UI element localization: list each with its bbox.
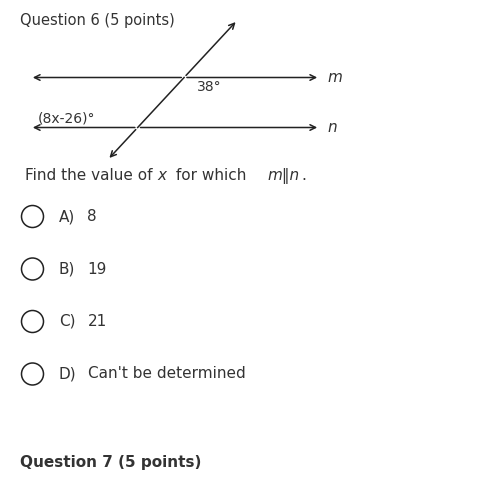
Text: for which: for which bbox=[171, 168, 252, 182]
Text: 21: 21 bbox=[88, 314, 107, 329]
Text: (8x-26)°: (8x-26)° bbox=[38, 111, 95, 125]
Text: 8: 8 bbox=[88, 209, 97, 224]
Text: C): C) bbox=[59, 314, 76, 329]
Text: m: m bbox=[328, 70, 342, 85]
Text: B): B) bbox=[59, 262, 76, 276]
Text: Find the value of: Find the value of bbox=[25, 168, 158, 182]
Text: 19: 19 bbox=[88, 262, 107, 276]
Text: m‖n: m‖n bbox=[268, 168, 300, 184]
Text: Can't be determined: Can't be determined bbox=[88, 366, 245, 382]
Text: D): D) bbox=[59, 366, 76, 382]
Text: 38°: 38° bbox=[196, 80, 221, 94]
Text: A): A) bbox=[59, 209, 75, 224]
Text: n: n bbox=[328, 120, 337, 135]
Text: .: . bbox=[301, 168, 306, 182]
Text: x: x bbox=[158, 168, 166, 182]
Text: Question 6 (5 points): Question 6 (5 points) bbox=[20, 12, 175, 28]
Text: Question 7 (5 points): Question 7 (5 points) bbox=[20, 455, 202, 470]
